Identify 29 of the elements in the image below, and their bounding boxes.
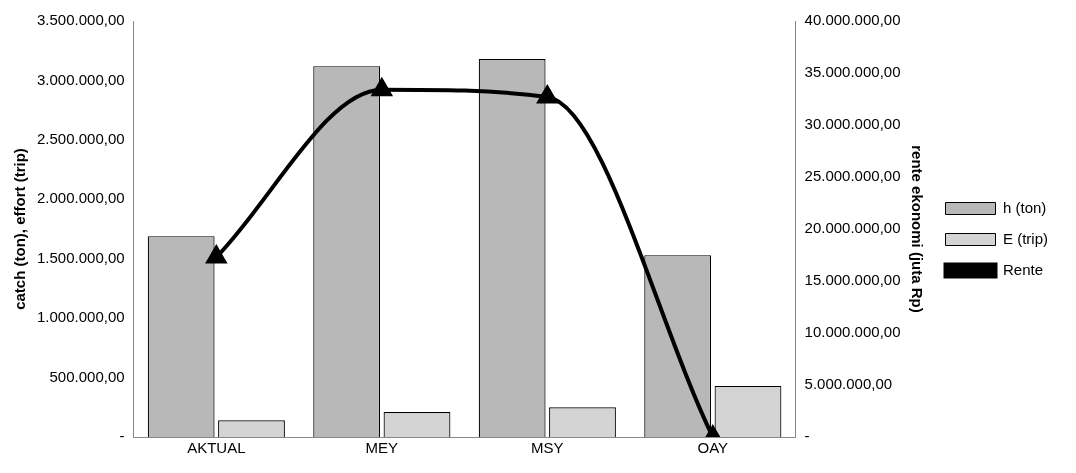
y2-tick-label: 25.000.000,00 [804, 167, 901, 185]
y2-tick-label: 30.000.000,00 [804, 115, 901, 133]
point [206, 246, 227, 264]
x-tick-label: OAY [697, 439, 729, 457]
y-tick-label: 500.000,00 [49, 367, 125, 385]
y-tick-label: 2.000.000,00 [36, 189, 125, 207]
point [370, 76, 393, 97]
y2-tick-label: 10.000.000,00 [804, 323, 901, 341]
y2-tick-label: 15.000.000,00 [804, 271, 901, 289]
y-tick-label: - [119, 427, 125, 445]
y-tick-label: 1.000.000,00 [36, 308, 125, 326]
x-tick-label: MEY [365, 439, 399, 457]
y2-tick-label: 40.000.000,00 [804, 11, 901, 29]
y-tick-label: 2.500.000,00 [36, 130, 125, 147]
legend-label: Rente [1003, 260, 1044, 278]
legend-label: h (ton) [1003, 198, 1047, 216]
y-tick-label: 3.000.000,00 [36, 70, 125, 88]
y2-tick-label: 35.000.000,00 [804, 63, 901, 81]
y-tick-label: 1.500.000,00 [36, 248, 125, 266]
point [537, 85, 558, 104]
x-tick-label: MSY [531, 439, 564, 457]
y-tick-label: 3.500.000,00 [36, 11, 125, 29]
x-tick-label: AKTUAL [187, 439, 246, 457]
y2-tick-label: 5.000.000,00 [804, 375, 893, 393]
y-axis-title: catch (ton), effort (trip) [11, 148, 29, 310]
legend-label: E (trip) [1003, 229, 1048, 247]
y2-tick-label: 20.000.000,00 [804, 219, 901, 237]
y2-axis-title: rente ekonomi (juta Rp) [909, 145, 927, 313]
y2-tick-label: - [804, 427, 810, 445]
